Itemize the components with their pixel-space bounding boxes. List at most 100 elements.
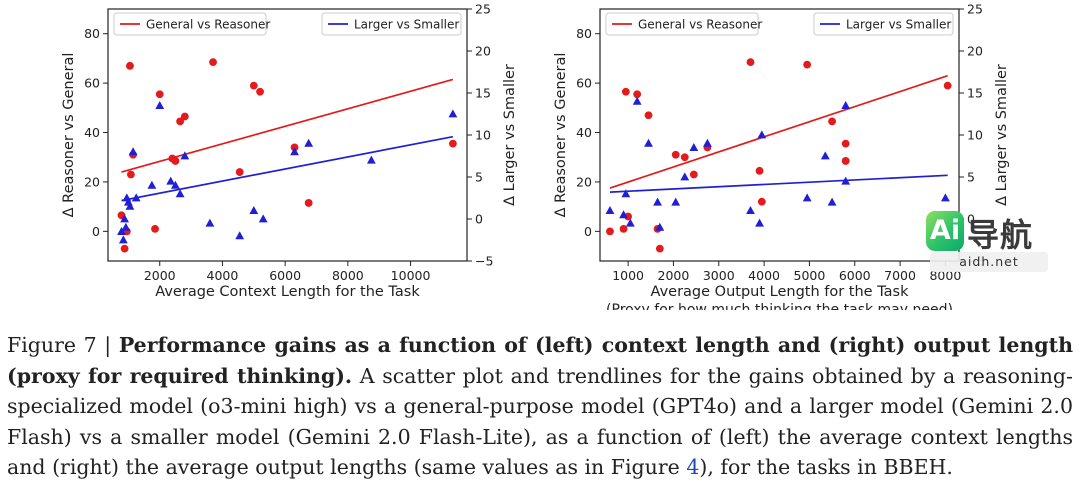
right-point-red — [644, 111, 653, 120]
charts-area: 2000 4000 6000 8000 10000020406080−505101520… — [61, 2, 1010, 311]
left-point-blue — [117, 227, 126, 235]
right-y2-tick-label: 15 — [967, 86, 983, 101]
right-point-blue — [621, 189, 631, 198]
left-y2-axis-label: Δ Larger vs Smaller — [502, 64, 518, 206]
left-y-tick-label: 60 — [84, 76, 100, 91]
right-point-blue — [755, 218, 764, 227]
right-x-axis-sublabel: (Proxy for how much thinking the task ma… — [606, 302, 953, 310]
right-y-axis-label: Δ Reasoner vs General — [553, 53, 569, 218]
left-x-tick-label: 6000 — [269, 268, 301, 283]
left-point-blue — [120, 214, 130, 223]
right-point-red — [746, 58, 755, 67]
watermark-logo: Ai — [926, 211, 964, 251]
right-y2-tick-label: 10 — [967, 128, 983, 143]
right-trendline-red — [609, 74, 948, 189]
figure-reference-link[interactable]: 4 — [686, 455, 700, 480]
right-point-red — [624, 212, 633, 221]
left-point-blue — [118, 235, 128, 244]
left-point-red — [151, 224, 159, 233]
figure-label: Figure 7 | — [7, 333, 112, 357]
left-point-blue — [171, 180, 180, 189]
left-y2-tick-label: 15 — [475, 86, 491, 101]
left-y-axis-label: Δ Reasoner vs General — [61, 53, 77, 218]
right-point-blue — [746, 206, 755, 214]
left-legend-red-label: General vs Reasoner — [146, 18, 270, 32]
left-y-tick-label: 0 — [92, 224, 100, 239]
left-point-blue — [131, 193, 141, 202]
left-x-tick-label: 4000 — [207, 268, 239, 283]
right-legend-red — [605, 12, 759, 36]
right-point-red — [633, 90, 642, 99]
right-point-blue — [655, 222, 665, 231]
left-point-blue — [175, 189, 185, 198]
left-point-red — [171, 157, 180, 165]
left-x-tick-label: 8000 — [332, 268, 364, 283]
left-y-tick-label: 20 — [84, 174, 100, 189]
right-point-red — [689, 170, 698, 179]
left-point-red — [249, 81, 258, 90]
right-x-tick-label: 7000 — [884, 268, 916, 283]
right-y-tick-label: 20 — [576, 174, 592, 189]
right-x-axis-label: Average Output Length for the Task — [651, 284, 910, 300]
figure-title: Performance gains as a function of (left… — [7, 333, 1073, 388]
caption-body-end: ), for the tasks in BBEH. — [699, 455, 953, 480]
right-point-red — [680, 153, 689, 162]
left-y2-tick-label: 0 — [475, 212, 483, 227]
left-point-blue — [304, 138, 314, 147]
left-x-tick-label: 10000 — [391, 268, 431, 283]
watermark-domain: aidh.net — [930, 252, 1048, 272]
right-y2-tick-label: 0 — [967, 212, 975, 227]
left-x-axis-label: Average Context Length for the Task — [155, 284, 420, 300]
right-x-tick-label: 5000 — [794, 268, 826, 283]
right-point-blue — [827, 197, 837, 206]
left-point-blue — [166, 176, 176, 185]
right-point-blue — [644, 138, 653, 147]
right-y-tick-label: 0 — [584, 224, 592, 239]
left-point-red — [180, 112, 189, 121]
right-y2-tick-label: 5 — [967, 170, 975, 185]
left-plot-frame — [107, 8, 468, 262]
left-legend-blue — [321, 12, 462, 36]
right-point-red — [619, 224, 628, 233]
left-point-red — [256, 87, 264, 96]
figure-caption: Figure 7 | Performance gains as a functi… — [7, 330, 1073, 483]
right-point-blue — [802, 193, 812, 202]
left-y-tick-label: 80 — [84, 26, 100, 41]
right-point-blue — [625, 218, 635, 227]
left-y2-tick-label: 25 — [475, 2, 491, 17]
left-legend-blue-label: Larger vs Smaller — [354, 18, 459, 32]
right-point-red — [621, 87, 630, 96]
left-trendline-red — [121, 78, 454, 173]
left-point-blue — [290, 147, 299, 156]
right-point-blue — [757, 130, 767, 139]
right-x-tick-label: 1000 — [612, 268, 644, 283]
right-point-blue — [671, 197, 681, 206]
right-y2-tick-label: 25 — [967, 2, 983, 17]
left-x-tick-label: 2000 — [144, 268, 176, 283]
right-point-blue — [653, 197, 662, 206]
right-y-tick-label: 40 — [576, 125, 592, 140]
left-point-blue — [258, 214, 268, 223]
right-point-red — [671, 150, 680, 159]
right-point-red — [757, 197, 766, 206]
right-y2-tick-label: 20 — [967, 44, 983, 59]
right-point-blue — [703, 138, 712, 147]
caption-body: A scatter plot and trendlines for the ga… — [7, 363, 1073, 480]
left-point-blue — [128, 147, 138, 156]
left-point-red — [448, 139, 457, 148]
left-point-blue — [205, 218, 215, 227]
left-point-red — [155, 90, 164, 99]
left-point-red — [304, 199, 313, 207]
left-y2-tick-label: −5 — [475, 254, 493, 269]
right-point-blue — [820, 151, 830, 160]
left-point-red — [209, 58, 217, 67]
left-y2-tick-label: 20 — [475, 44, 491, 59]
right-point-red — [841, 139, 850, 148]
left-point-red — [126, 61, 134, 70]
left-point-red — [176, 117, 185, 126]
right-point-red — [755, 166, 764, 175]
watermark: Ai 导航 aidh.net — [920, 208, 1050, 274]
right-legend-red-label: General vs Reasoner — [638, 18, 762, 32]
left-point-red — [120, 244, 129, 253]
left-point-blue — [366, 155, 376, 164]
